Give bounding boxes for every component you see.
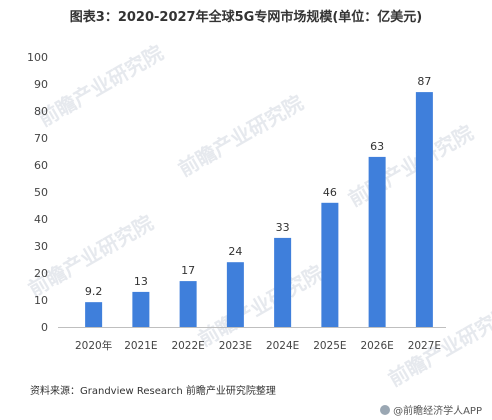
x-tick-label: 2024E: [266, 340, 299, 352]
data-label: 46: [323, 186, 337, 199]
bar: [179, 281, 197, 327]
x-tick-label: 2026E: [360, 340, 393, 352]
data-label: 9.2: [85, 285, 103, 298]
credit-text: @前瞻经济学人APP: [393, 406, 482, 417]
y-tick-label: 30: [34, 240, 48, 253]
bar: [274, 237, 292, 327]
data-label: 24: [228, 245, 242, 258]
x-tick-label: 2022E: [171, 340, 204, 352]
x-tick-label: 2021E: [124, 340, 157, 352]
data-label: 33: [276, 221, 290, 234]
chart-title: 图表3：2020-2027年全球5G专网市场规模(单位：亿美元): [69, 10, 423, 25]
logo-icon: [380, 405, 391, 415]
y-tick-label: 80: [34, 105, 48, 118]
x-tick-label: 2027E: [408, 340, 441, 352]
bar: [226, 262, 244, 327]
source-note: 资料来源：Grandview Research 前瞻产业研究院整理: [30, 386, 276, 397]
bar: [321, 202, 339, 327]
x-tick-label: 2023E: [219, 340, 252, 352]
y-tick-label: 10: [34, 294, 48, 307]
x-tick-label: 2020年: [75, 339, 112, 352]
x-tick-label: 2025E: [313, 340, 346, 352]
y-tick-label: 90: [34, 78, 48, 91]
bar: [85, 302, 103, 327]
y-tick-label: 60: [34, 159, 48, 172]
y-tick-label: 70: [34, 132, 48, 145]
data-label: 17: [181, 264, 195, 277]
y-tick-label: 40: [34, 213, 48, 226]
y-tick-label: 0: [41, 321, 48, 334]
bar-chart: 0 10 20 30 40 50 60 70 80 90 100 9.2 2020年 13 2021E 17 2…: [27, 51, 446, 352]
bar: [132, 291, 150, 327]
y-tick-label: 50: [34, 186, 48, 199]
data-label: 63: [370, 140, 384, 153]
bar: [415, 92, 433, 327]
y-tick-label: 100: [27, 51, 48, 64]
data-label: 13: [134, 275, 148, 288]
credit: @前瞻经济学人APP: [380, 402, 482, 417]
y-tick-label: 20: [34, 267, 48, 280]
bar: [368, 156, 386, 327]
data-label: 87: [417, 75, 431, 88]
